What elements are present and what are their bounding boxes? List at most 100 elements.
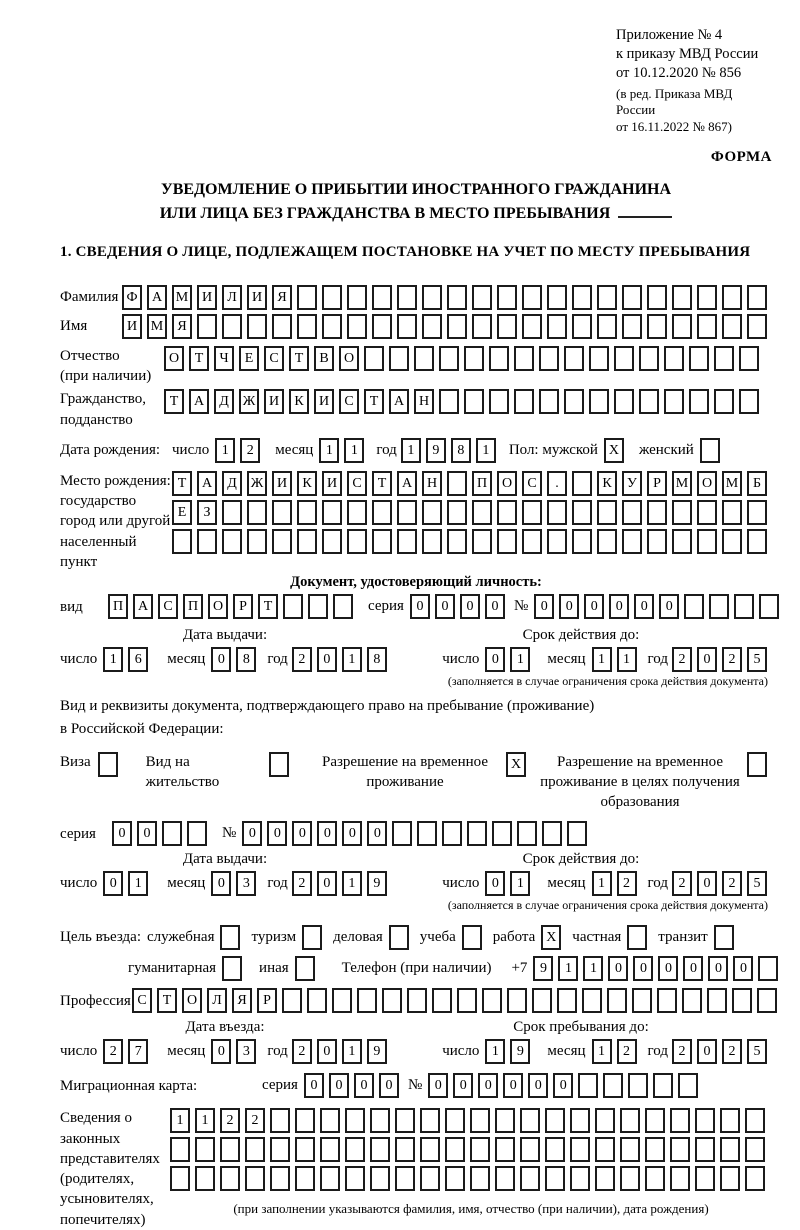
char-cell[interactable] [447,528,467,554]
char-cell[interactable] [489,389,509,415]
char-cell[interactable] [345,1137,365,1163]
char-cell[interactable] [532,988,552,1014]
char-cell[interactable] [567,821,588,847]
char-cell[interactable]: 9 [533,956,554,982]
char-cell[interactable] [539,345,559,371]
char-cell[interactable] [689,345,709,371]
char-cell[interactable] [545,1166,565,1192]
char-cell[interactable]: X [541,925,562,951]
char-cell[interactable] [197,528,217,554]
char-cell[interactable]: 0 [112,821,132,847]
char-cell[interactable] [697,284,717,310]
char-cell[interactable] [372,284,392,310]
char-cell[interactable] [747,751,767,777]
char-cell[interactable]: 0 [328,1073,349,1099]
char-cell[interactable] [542,821,563,847]
char-cell[interactable]: 8 [450,437,471,463]
char-cell[interactable]: 0 [316,871,337,897]
char-cell[interactable] [597,528,617,554]
char-cell[interactable]: 2 [672,647,692,673]
char-cell[interactable]: Б [747,470,767,496]
char-cell[interactable]: О [208,594,228,620]
char-cell[interactable] [595,1137,615,1163]
char-cell[interactable]: А [389,389,409,415]
char-cell[interactable] [270,1108,290,1134]
char-cell[interactable] [564,389,584,415]
char-cell[interactable]: 0 [316,1039,337,1065]
char-cell[interactable]: 2 [291,1039,312,1065]
char-cell[interactable] [722,528,742,554]
char-cell[interactable] [747,313,767,339]
char-cell[interactable]: Е [239,345,259,371]
char-cell[interactable]: 0 [484,594,505,620]
char-cell[interactable]: 1 [341,871,362,897]
char-cell[interactable]: 0 [378,1073,399,1099]
char-cell[interactable] [639,345,659,371]
char-cell[interactable] [545,1108,565,1134]
char-cell[interactable]: 2 [291,871,312,897]
char-cell[interactable] [747,528,767,554]
char-cell[interactable] [572,470,592,496]
char-cell[interactable] [684,594,705,620]
char-cell[interactable] [670,1166,690,1192]
char-cell[interactable] [520,1137,540,1163]
char-cell[interactable]: П [472,470,492,496]
char-cell[interactable] [445,1137,465,1163]
char-cell[interactable]: 1 [170,1108,190,1134]
char-cell[interactable] [320,1108,340,1134]
char-cell[interactable] [570,1166,590,1192]
char-cell[interactable]: 7 [128,1039,149,1065]
char-cell[interactable]: С [522,470,542,496]
char-cell[interactable]: 9 [366,871,387,897]
char-cell[interactable] [322,313,342,339]
char-cell[interactable]: Д [222,470,242,496]
char-cell[interactable] [664,345,684,371]
char-cell[interactable]: 3 [236,1039,257,1065]
char-cell[interactable]: 0 [453,1073,474,1099]
char-cell[interactable] [97,751,118,777]
char-cell[interactable]: 8 [236,647,257,673]
char-cell[interactable]: И [322,470,342,496]
char-cell[interactable] [739,389,759,415]
char-cell[interactable] [572,499,592,525]
char-cell[interactable] [172,528,192,554]
char-cell[interactable] [713,925,734,951]
char-cell[interactable]: 1 [591,871,612,897]
char-cell[interactable] [397,313,417,339]
char-cell[interactable]: 1 [583,956,604,982]
char-cell[interactable] [447,470,467,496]
char-cell[interactable] [622,313,642,339]
char-cell[interactable] [607,988,627,1014]
char-cell[interactable] [472,313,492,339]
char-cell[interactable]: Т [172,470,192,496]
char-cell[interactable] [467,821,488,847]
char-cell[interactable] [627,925,648,951]
char-cell[interactable] [622,499,642,525]
char-cell[interactable]: А [133,594,153,620]
char-cell[interactable] [307,988,327,1014]
char-cell[interactable] [653,1073,674,1099]
char-cell[interactable] [647,284,667,310]
char-cell[interactable] [697,499,717,525]
char-cell[interactable] [407,988,427,1014]
char-cell[interactable]: 1 [475,437,496,463]
char-cell[interactable] [272,499,292,525]
char-cell[interactable]: 1 [215,437,236,463]
char-cell[interactable] [347,528,367,554]
char-cell[interactable] [707,988,727,1014]
char-cell[interactable] [745,1108,765,1134]
char-cell[interactable]: А [397,470,417,496]
char-cell[interactable]: 1 [341,647,362,673]
char-cell[interactable] [620,1137,640,1163]
char-cell[interactable] [517,821,538,847]
char-cell[interactable] [497,284,517,310]
char-cell[interactable]: 0 [292,821,313,847]
char-cell[interactable] [695,1108,715,1134]
char-cell[interactable] [457,988,477,1014]
char-cell[interactable] [270,1166,290,1192]
char-cell[interactable] [392,821,413,847]
char-cell[interactable]: 0 [683,956,704,982]
char-cell[interactable]: И [247,284,267,310]
char-cell[interactable]: А [147,284,167,310]
char-cell[interactable] [333,594,353,620]
